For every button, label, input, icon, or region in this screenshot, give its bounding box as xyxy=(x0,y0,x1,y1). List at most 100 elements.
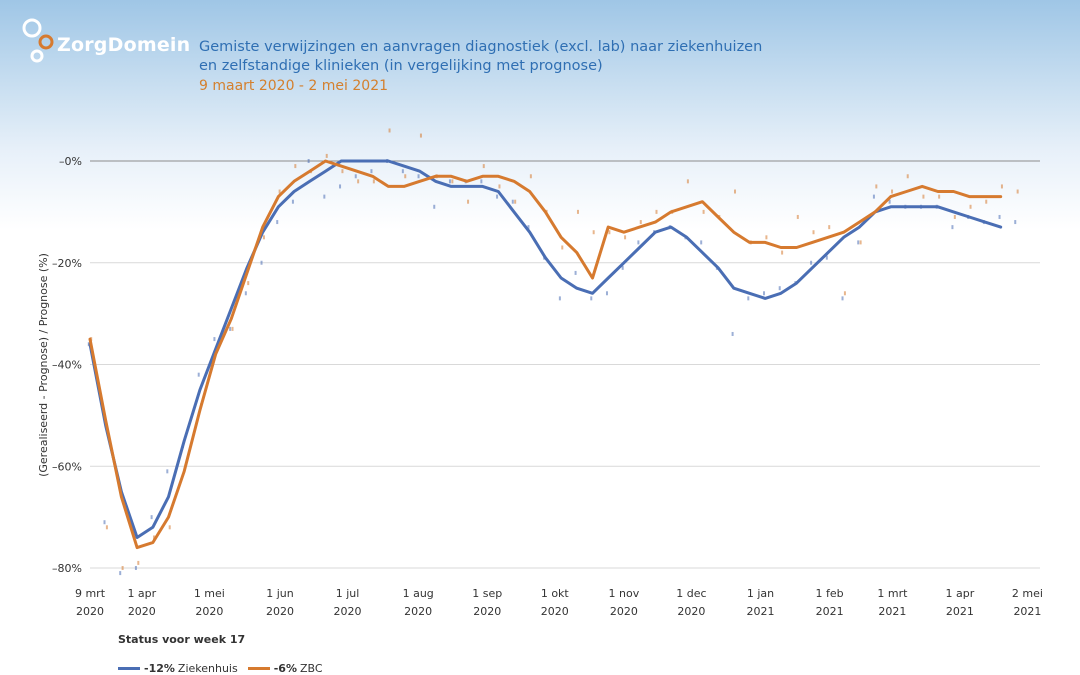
data-point-zbc xyxy=(953,214,956,219)
data-point-zbc xyxy=(686,179,689,184)
data-point-zbc xyxy=(781,250,784,255)
data-point-ziekenhuis xyxy=(998,214,1001,219)
data-point-ziekenhuis xyxy=(1014,220,1017,225)
x-tick-label: 1 dec xyxy=(676,587,706,600)
trend-lines xyxy=(88,159,1003,550)
data-point-ziekenhuis xyxy=(307,159,310,163)
x-tick-year: 2021 xyxy=(878,605,906,618)
data-point-zbc xyxy=(121,566,124,570)
data-point-ziekenhuis xyxy=(448,179,451,184)
y-tick-label: –80% xyxy=(52,562,82,575)
data-point-zbc xyxy=(702,209,705,214)
data-point-zbc xyxy=(969,204,972,209)
x-tick-label: 9 mrt xyxy=(75,587,106,600)
data-point-zbc xyxy=(105,525,108,530)
data-point-ziekenhuis xyxy=(888,199,891,204)
data-point-zbc xyxy=(639,220,642,225)
data-point-zbc xyxy=(262,235,265,240)
logo-circle-bottom xyxy=(30,49,44,63)
logo-circle-mid xyxy=(38,34,54,50)
x-tick-year: 2021 xyxy=(1013,605,1041,618)
data-point-zbc xyxy=(325,153,328,158)
legend-label-ziekenhuis: Ziekenhuis xyxy=(177,662,238,675)
legend-swatch-ziekenhuis xyxy=(118,667,140,670)
x-tick-label: 1 feb xyxy=(816,587,844,600)
data-point-zbc xyxy=(498,184,501,189)
data-point-ziekenhuis xyxy=(778,286,781,291)
data-point-ziekenhuis xyxy=(134,566,137,570)
header-background xyxy=(0,0,1080,230)
data-point-ziekenhuis xyxy=(260,260,263,265)
data-point-ziekenhuis xyxy=(244,291,247,296)
data-point-ziekenhuis xyxy=(590,296,593,301)
data-point-ziekenhuis xyxy=(291,199,294,204)
data-point-zbc xyxy=(467,199,470,204)
data-point-zbc xyxy=(576,209,579,214)
chart-date-range: 9 maart 2020 - 2 mei 2021 xyxy=(199,78,389,94)
data-point-zbc xyxy=(294,164,297,169)
x-tick-label: 1 mei xyxy=(194,587,225,600)
data-point-zbc xyxy=(482,164,485,169)
legend-value-zbc: -6% xyxy=(273,662,297,675)
data-point-ziekenhuis xyxy=(637,240,640,245)
chart-title-line1: Gemiste verwijzingen en aanvragen diagno… xyxy=(199,39,763,55)
y-axis-title: (Gerealiseerd - Prognose) / Prognose (%) xyxy=(37,253,50,477)
data-point-ziekenhuis xyxy=(496,194,499,199)
data-point-zbc xyxy=(341,169,344,174)
x-tick-year: 2020 xyxy=(76,605,104,618)
series-line-zbc xyxy=(88,159,1003,550)
x-tick-year: 2020 xyxy=(266,605,294,618)
data-point-zbc xyxy=(843,291,846,296)
y-tick-label: –20% xyxy=(52,257,82,270)
data-point-zbc xyxy=(734,189,737,194)
data-point-zbc xyxy=(388,128,391,133)
data-point-ziekenhuis xyxy=(229,326,232,331)
y-tick-label: –40% xyxy=(52,359,82,372)
data-point-ziekenhuis xyxy=(433,204,436,209)
data-point-zbc xyxy=(451,179,454,184)
data-point-ziekenhuis xyxy=(354,174,357,179)
series-line-ziekenhuis xyxy=(88,159,1003,539)
legend-item-ziekenhuis: -12% Ziekenhuis xyxy=(118,662,238,675)
data-point-zbc xyxy=(859,240,862,245)
data-point-ziekenhuis xyxy=(621,265,624,270)
data-point-zbc xyxy=(404,174,407,179)
x-tick-year: 2021 xyxy=(816,605,844,618)
data-point-ziekenhuis xyxy=(747,296,750,301)
data-point-zbc xyxy=(608,230,611,235)
legend-item-zbc: -6% ZBC xyxy=(247,662,323,675)
y-axis: –0% –20% –40% –60% –80% (Gerealiseerd - Progn… xyxy=(37,155,82,575)
data-point-ziekenhuis xyxy=(527,225,530,230)
y-tick-label: –60% xyxy=(52,460,82,473)
x-tick-label: 1 jan xyxy=(747,587,774,600)
data-point-zbc xyxy=(985,199,988,204)
data-point-ziekenhuis xyxy=(276,220,279,225)
data-point-zbc xyxy=(247,281,250,286)
data-point-zbc xyxy=(278,189,281,194)
data-point-ziekenhuis xyxy=(480,179,483,184)
legend-swatch-zbc xyxy=(247,667,270,670)
data-point-zbc xyxy=(906,174,909,179)
data-point-ziekenhuis xyxy=(731,331,734,336)
data-point-zbc xyxy=(938,194,941,199)
data-point-zbc xyxy=(1016,189,1019,194)
data-point-ziekenhuis xyxy=(825,255,828,260)
data-point-ziekenhuis xyxy=(401,169,404,174)
data-point-ziekenhuis xyxy=(197,372,200,377)
data-point-zbc xyxy=(529,174,532,179)
data-point-ziekenhuis xyxy=(166,469,169,474)
x-tick-year: 2021 xyxy=(746,605,774,618)
status-label: Status voor week 17 xyxy=(118,633,246,646)
x-tick-year: 2020 xyxy=(677,605,705,618)
data-point-ziekenhuis xyxy=(951,225,954,230)
data-point-ziekenhuis xyxy=(872,194,875,199)
x-tick-label: 1 aug xyxy=(403,587,434,600)
logo-text: ZorgDomein xyxy=(57,34,191,56)
data-point-ziekenhuis xyxy=(103,520,106,525)
data-point-ziekenhuis xyxy=(841,296,844,301)
x-tick-year: 2020 xyxy=(334,605,362,618)
data-point-ziekenhuis xyxy=(605,291,608,296)
data-point-zbc xyxy=(137,560,140,565)
x-axis: 9 mrt 2020 1 apr 2020 1 mei 2020 1 jun 2020 1 ju… xyxy=(75,587,1043,618)
data-point-ziekenhuis xyxy=(857,240,860,245)
